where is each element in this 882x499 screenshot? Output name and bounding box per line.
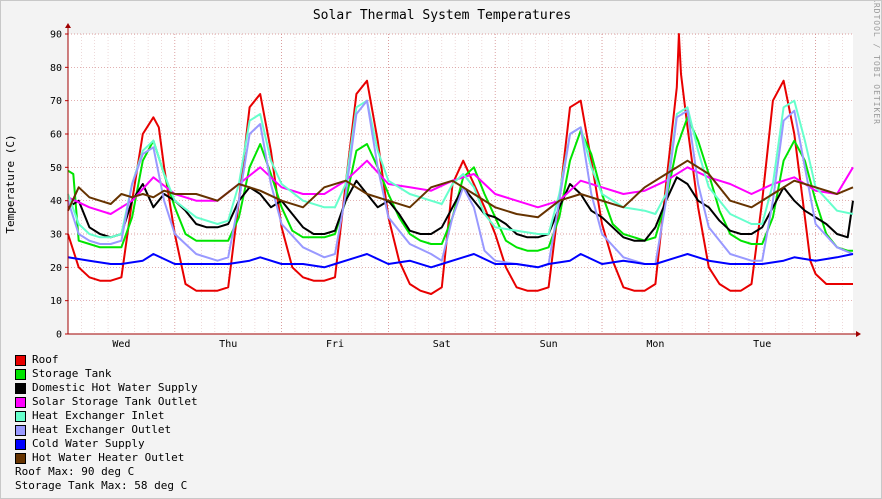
y-tick-label: 80 [50,63,62,74]
series-line [67,33,853,295]
series-line [67,159,854,219]
x-tick-label: Mon [646,339,664,350]
legend-label: Cold Water Supply [32,437,145,450]
x-tick-label: Sat [433,339,451,350]
axes: 0 10 20 30 40 50 60 70 80 90 Wed Thu Fri Sat Sun Mon Tue [50,23,861,350]
legend-label: Roof [32,353,59,366]
x-tick-label: Thu [219,339,237,350]
stat-line: Roof Max: 90 deg C [15,465,135,478]
series-line [67,253,854,269]
x-tick-label: Wed [112,339,130,350]
legend-item: Hot Water Heater Outlet [15,451,198,465]
y-tick-label: 90 [50,30,62,41]
legend-swatch [15,382,26,394]
legend-item: Cold Water Supply [15,437,198,451]
series-line [67,99,854,269]
y-tick-label: 10 [50,296,62,307]
series-line [67,99,854,239]
stat-line: Storage Tank Max: 58 deg C [15,479,188,492]
y-tick-label: 30 [50,230,62,241]
legend-item: Roof [15,353,198,367]
y-tick-label: 60 [50,130,62,141]
legend-label: Hot Water Heater Outlet [32,451,185,464]
legend-label: Solar Storage Tank Outlet [32,395,198,408]
series-line [67,159,854,215]
legend-swatch [15,396,26,408]
y-axis-arrow [65,23,71,28]
chart-title: Solar Thermal System Temperatures [313,8,571,23]
x-axis-arrow [856,331,861,337]
legend-swatch [15,424,26,436]
legend-item: Domestic Hot Water Supply [15,381,198,395]
legend-item: Storage Tank [15,367,198,381]
y-axis-label: Temperature (C) [4,134,17,233]
y-tick-label: 50 [50,163,62,174]
series-group [67,33,854,295]
y-tick-label: 20 [50,263,62,274]
legend-item: Solar Storage Tank Outlet [15,395,198,409]
legend-swatch [15,354,26,366]
legend-swatch [15,410,26,422]
legend-item: Heat Exchanger Inlet [15,409,198,423]
watermark: RRDTOOL / TOBI OETIKER [872,1,881,125]
legend-label: Storage Tank [32,367,112,380]
x-tick-label: Sun [540,339,558,350]
legend-label: Domestic Hot Water Supply [32,381,198,394]
legend-item: Heat Exchanger Outlet [15,423,198,437]
y-tick-label: 40 [50,196,62,207]
x-tick-label: Tue [753,339,771,350]
y-tick-label: 0 [56,330,62,341]
legend-swatch [15,438,26,450]
legend-label: Heat Exchanger Outlet [32,423,172,436]
x-tick-label: Fri [326,339,344,350]
legend: Roof Storage Tank Domestic Hot Water Suppl… [15,353,198,493]
y-tick-label: 70 [50,96,62,107]
legend-swatch [15,452,26,464]
legend-label: Heat Exchanger Inlet [32,409,165,422]
legend-swatch [15,368,26,380]
